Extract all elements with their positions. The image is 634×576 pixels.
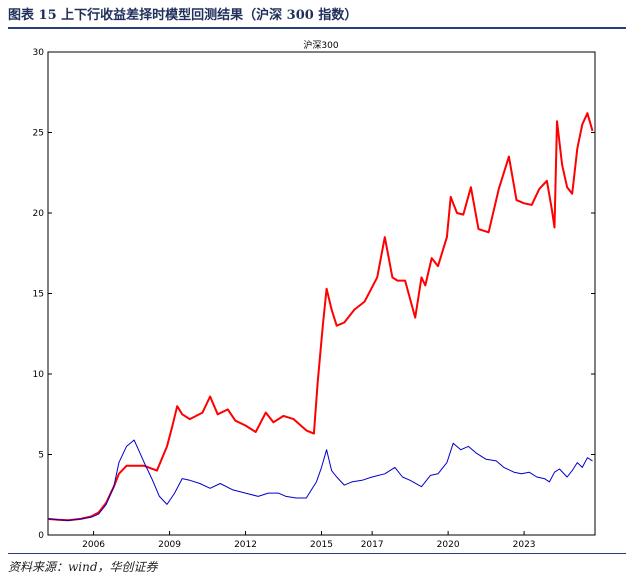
title-rule: [8, 27, 626, 29]
series-line-red: [47, 112, 594, 522]
y-tick-label: 25: [33, 129, 44, 139]
x-tick-label: 2023: [513, 540, 536, 550]
y-tick-label: 20: [33, 209, 45, 219]
x-tick-label: 2015: [310, 540, 333, 550]
x-tick-label: 2009: [158, 540, 181, 550]
y-tick-label: 15: [33, 290, 44, 300]
y-tick-label: 10: [33, 370, 45, 380]
y-tick-label: 5: [38, 451, 44, 461]
x-tick-label: 2006: [82, 540, 105, 550]
chart-title: 沪深300: [303, 39, 338, 51]
x-tick-label: 2012: [234, 540, 257, 550]
series-line-blue: [47, 439, 593, 521]
x-tick-label: 2017: [361, 540, 384, 550]
source-rule: [8, 553, 626, 554]
plot-area: [47, 51, 596, 536]
x-tick-label: 2020: [437, 540, 460, 550]
x-axis: 2006 2009 2012 2015 2017 2020 2023: [82, 531, 536, 550]
source-note: 资料来源：wind，华创证券: [8, 560, 158, 574]
figure-title: 图表 15 上下行收益差择时模型回测结果（沪深 300 指数）: [8, 8, 358, 23]
y-tick-label: 30: [33, 48, 45, 58]
series-group: [47, 112, 594, 522]
y-axis: 0 5 10 15 20 25 30: [33, 48, 595, 541]
y-tick-label: 0: [38, 531, 44, 541]
